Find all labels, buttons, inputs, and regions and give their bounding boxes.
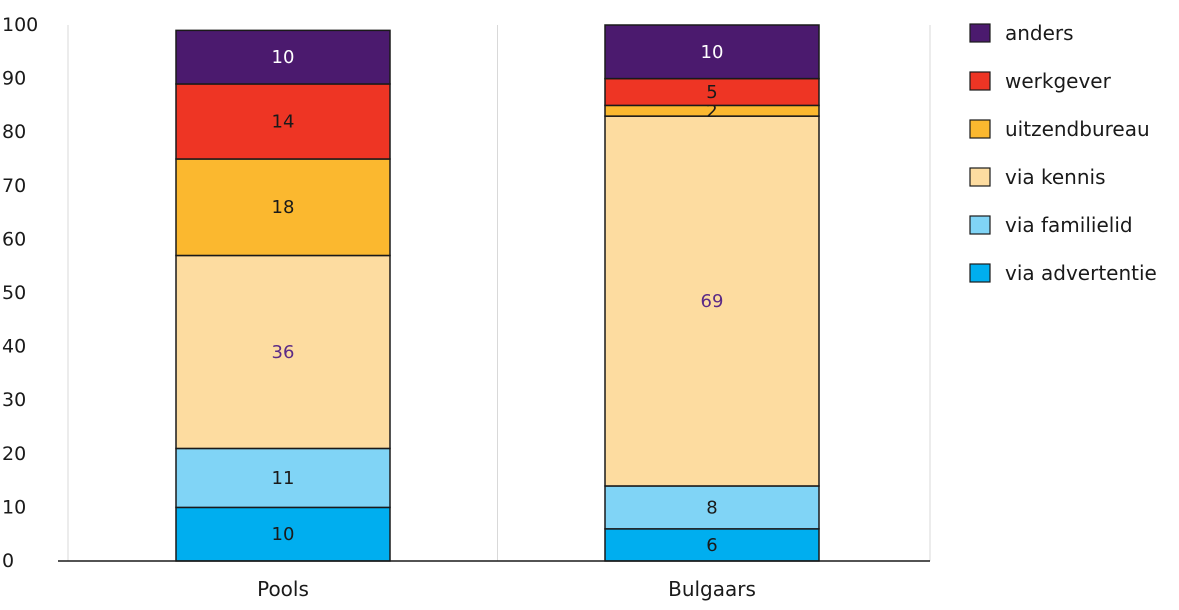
- legend-label: via advertentie: [1005, 261, 1157, 285]
- data-label: 36: [272, 342, 295, 363]
- legend-swatch: [969, 167, 991, 187]
- legend-swatch: [969, 215, 991, 235]
- legend-swatch: [969, 119, 991, 139]
- bar-segment-via-familielid: [175, 447, 391, 509]
- data-label: 2: [706, 101, 717, 122]
- y-tick-label: 80: [2, 121, 26, 143]
- legend-label: via kennis: [1005, 165, 1106, 189]
- data-label: 10: [701, 42, 724, 63]
- bar-segment-uitzendbureau: [175, 158, 391, 257]
- data-label: 6: [706, 535, 717, 556]
- data-label: 14: [272, 111, 295, 132]
- data-label: 18: [272, 197, 295, 218]
- y-tick-label: 50: [2, 282, 26, 304]
- bar-segment-via-advertentie: [175, 506, 391, 562]
- data-label: 11: [272, 468, 295, 489]
- bar-segment-via-kennis: [175, 254, 391, 450]
- bar-segment-via-advertentie: [604, 528, 820, 562]
- data-label: 10: [272, 47, 295, 68]
- x-category-label: Bulgaars: [668, 577, 756, 601]
- bars-layer: 10 11 36 18 14 10 6 8 69 25 10: [175, 24, 820, 562]
- legend: anders werkgever uitzendbureau via kennis vi…: [969, 21, 1157, 285]
- y-tick-label: 10: [2, 496, 26, 518]
- y-tick-label: 20: [2, 443, 26, 465]
- data-label: 10: [272, 524, 295, 545]
- y-tick-label: 30: [2, 389, 26, 411]
- legend-label: anders: [1005, 21, 1074, 45]
- y-tick-label: 90: [2, 68, 26, 90]
- y-tick-label: 70: [2, 175, 26, 197]
- bar-segment-werkgever: [175, 83, 391, 160]
- grid-layer: [67, 25, 931, 561]
- legend-swatch: [969, 263, 991, 283]
- legend-swatch: [969, 23, 991, 43]
- x-category-label: Pools: [257, 577, 309, 601]
- bar-segment-via-familielid: [604, 485, 820, 530]
- bar-segment-via-kennis: [604, 115, 820, 487]
- data-label: 5: [706, 82, 717, 103]
- y-tick-label: 0: [2, 550, 14, 572]
- bar-segment-anders: [604, 24, 820, 80]
- axis-layer: 0 10 20 30 40 50 60 70 80 90 100 Pools Bulgaars: [2, 14, 930, 601]
- legend-swatch: [969, 71, 991, 91]
- y-tick-label: 100: [2, 14, 38, 36]
- legend-label: via familielid: [1005, 213, 1133, 237]
- y-tick-label: 60: [2, 228, 26, 250]
- data-label: 8: [706, 497, 717, 518]
- legend-label: uitzendbureau: [1005, 117, 1150, 141]
- legend-label: werkgever: [1005, 69, 1112, 93]
- data-label: 69: [701, 291, 724, 312]
- y-tick-label: 40: [2, 336, 26, 358]
- bar-segment-anders: [175, 29, 391, 85]
